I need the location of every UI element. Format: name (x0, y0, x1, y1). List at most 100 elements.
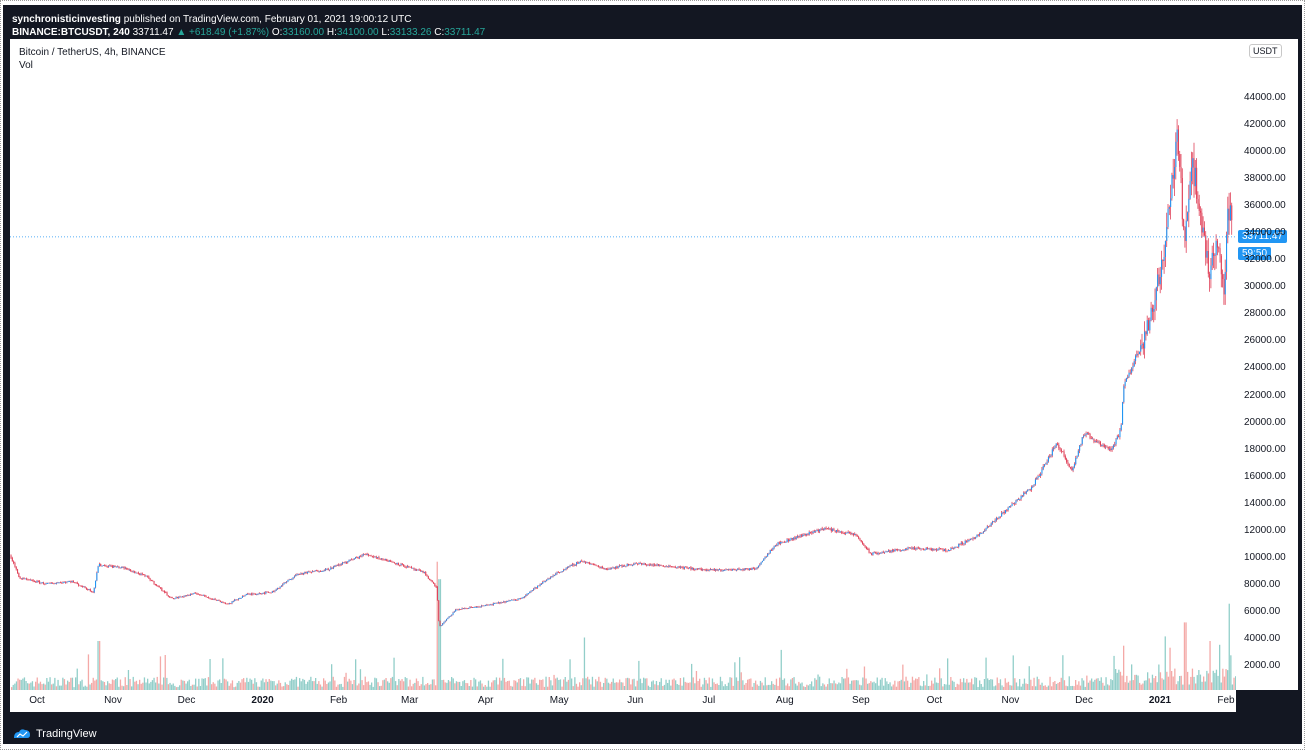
candle-body (261, 593, 263, 595)
volume-bar (1174, 668, 1176, 690)
volume-bar (399, 680, 402, 690)
candle-body (1060, 449, 1062, 452)
candle-body (550, 577, 552, 579)
candle-body (921, 548, 923, 550)
candle-body (711, 569, 713, 570)
volume-bar (611, 681, 613, 690)
candle-body (215, 599, 217, 601)
volume-bar (401, 679, 403, 690)
y-tick-label: 30000.00 (1244, 281, 1286, 293)
volume-bar (411, 686, 413, 690)
volume-bar (767, 684, 770, 690)
candle-body (794, 537, 796, 539)
candle-body (206, 597, 208, 598)
candle-body (317, 570, 319, 572)
candle-body (102, 565, 104, 566)
candle-body (455, 609, 457, 612)
x-tick-label: 2021 (1148, 695, 1172, 706)
candle-body (1159, 277, 1161, 285)
volume-bar (246, 677, 248, 690)
volume-bar (1075, 680, 1077, 690)
candle-body (462, 608, 464, 609)
candle-body (336, 565, 338, 566)
candle-body (563, 570, 565, 572)
candle-body (716, 569, 718, 571)
candle-body (436, 587, 438, 601)
volume-bar (118, 686, 120, 690)
volume-bar (972, 684, 974, 690)
volume-label[interactable]: Vol (19, 60, 33, 71)
volume-bar (635, 686, 637, 690)
candle-body (778, 542, 780, 544)
publisher-name[interactable]: synchronisticinvesting (12, 14, 121, 25)
candle-body (764, 557, 766, 559)
currency-badge[interactable]: USDT (1249, 44, 1282, 58)
series-title[interactable]: Bitcoin / TetherUS, 4h, BINANCE (19, 47, 166, 58)
volume-bar (159, 656, 162, 690)
volume-bar (51, 684, 53, 690)
volume-bar (1198, 670, 1200, 690)
candle-body (14, 563, 16, 567)
candle-body (507, 601, 509, 602)
candle-body (282, 584, 284, 586)
candle-body (245, 594, 247, 596)
candle-body (158, 586, 160, 588)
volume-bar (428, 684, 430, 690)
volume-bar (835, 683, 837, 690)
volume-bar (979, 680, 981, 690)
volume-bar (182, 680, 184, 690)
candle-body (466, 608, 468, 610)
candle-body (329, 569, 331, 571)
candle-body (709, 569, 711, 571)
candle-body (152, 580, 154, 582)
candle-body (327, 568, 329, 570)
volume-bar (601, 686, 603, 690)
close-label: C: (434, 27, 445, 38)
candle-body (345, 562, 347, 563)
volume-bar (1028, 666, 1030, 690)
volume-bar (950, 677, 952, 690)
volume-bar (1222, 668, 1224, 690)
candle-body (36, 580, 38, 583)
volume-bar (27, 683, 29, 690)
volume-bar (377, 682, 379, 690)
candle-body (795, 537, 797, 540)
candle-body (295, 574, 297, 577)
candle-body (137, 572, 139, 574)
candle-body (477, 606, 479, 608)
volume-bar (870, 681, 872, 690)
candle-body (347, 561, 349, 563)
candle-body (227, 603, 229, 605)
volume-bar (241, 679, 243, 690)
symbol-label: BINANCE:BTCUSDT, 240 (12, 27, 130, 38)
candle-body (724, 570, 726, 571)
volume-bar (297, 686, 299, 690)
volume-bar (1052, 682, 1054, 690)
brand-label[interactable]: TradingView (36, 728, 97, 740)
candle-body (982, 531, 984, 533)
volume-bar (359, 669, 362, 690)
volume-bar (964, 682, 966, 690)
volume-bar (76, 668, 78, 690)
candle-body (843, 533, 845, 534)
volume-bar (39, 681, 42, 690)
candle-body (283, 582, 285, 585)
volume-bar (561, 686, 563, 690)
volume-bar (462, 681, 464, 690)
volume-bar (305, 683, 307, 690)
candle-body (313, 571, 315, 572)
candle-body (74, 582, 76, 584)
price-plot[interactable] (10, 39, 1236, 690)
candle-body (174, 598, 176, 600)
price-axis[interactable]: USDT 33711.47 59:50 2000.00 4000.00 6000.0… (1236, 39, 1298, 690)
volume-bar (470, 680, 472, 690)
candle-body (1046, 461, 1048, 464)
volume-bar (807, 685, 810, 690)
candle-body (228, 603, 230, 605)
chart-pane[interactable]: Bitcoin / TetherUS, 4h, BINANCE Vol (10, 39, 1236, 690)
volume-bar (83, 686, 85, 690)
volume-bar (460, 686, 462, 690)
time-axis[interactable]: Oct Nov Dec 2020 Feb Mar Apr May Jun Jul Aug Sep Oct… (10, 690, 1236, 712)
volume-bar (811, 681, 813, 690)
candle-body (92, 591, 94, 593)
